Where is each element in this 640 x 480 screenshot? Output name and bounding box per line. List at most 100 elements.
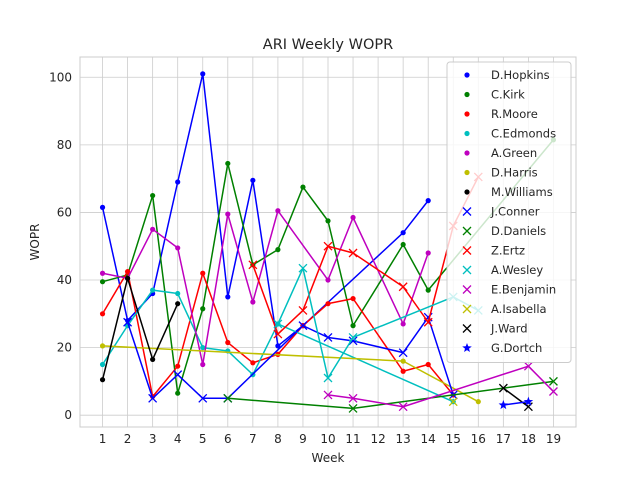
legend-marker-e-benjamin [462, 285, 472, 294]
legend-label: A.Isabella [491, 302, 547, 316]
series-line-r-moore [101, 270, 454, 398]
data-point-j-conner [148, 393, 158, 403]
x-tick-label: 7 [249, 432, 257, 446]
data-point-z-ertz [248, 260, 258, 270]
data-point-e-benjamin [398, 402, 408, 412]
data-point-d-hopkins [200, 71, 206, 77]
legend-entry: A.Green [464, 146, 537, 160]
legend-marker-m-williams [464, 189, 470, 195]
legend-label: D.Harris [491, 166, 538, 180]
data-point-j-ward [498, 383, 508, 393]
legend-entry: A.Wesley [462, 263, 543, 277]
legend-marker-j-ward [462, 324, 472, 333]
legend-entry: J.Ward [462, 322, 528, 336]
data-point-r-moore [325, 301, 331, 307]
x-tick-label: 4 [174, 432, 182, 446]
series-a-isabella [448, 397, 458, 407]
data-point-d-hopkins [250, 177, 256, 183]
x-tick-label: 19 [546, 432, 561, 446]
plot-frame [79, 56, 577, 428]
legend-label: M.Williams [491, 185, 553, 199]
data-point-r-moore [425, 361, 431, 368]
legend-entry: C.Edmonds [464, 127, 556, 141]
legend-label: J.Ward [490, 322, 528, 336]
tick-labels: 1 2 3 4 5 6 7 8 9 10 11 12 13 14 15 16 17 18 1902040608010… [49, 70, 561, 446]
x-tick-label: 11 [345, 432, 360, 446]
x-tick-label: 17 [496, 432, 511, 446]
series-m-williams [99, 275, 181, 383]
data-point-r-moore [124, 268, 131, 275]
data-point-j-conner [198, 393, 208, 403]
data-point-r-moore [350, 295, 356, 302]
data-point-a-green [150, 226, 156, 232]
legend-label: D.Daniels [491, 224, 546, 238]
x-tick-label: 16 [471, 432, 486, 446]
legend-entry: R.Moore [464, 107, 538, 121]
data-point-d-hopkins [400, 230, 406, 236]
legend-entry: A.Isabella [462, 302, 547, 316]
data-point-c-kirk [425, 287, 431, 293]
data-point-j-conner [298, 321, 308, 331]
data-point-d-hopkins [225, 294, 231, 300]
data-point-a-green [350, 214, 356, 221]
data-point-j-conner [323, 332, 333, 342]
legend-label: C.Edmonds [491, 127, 556, 141]
x-tick-label: 18 [521, 432, 536, 446]
series-line-j-ward [502, 387, 529, 408]
y-tick-label: 0 [64, 408, 72, 422]
legend-entry: M.Williams [464, 185, 553, 199]
x-tick-label: 10 [320, 432, 335, 446]
data-point-r-moore [200, 270, 206, 276]
legend-marker-z-ertz [462, 246, 472, 255]
data-point-z-ertz [298, 305, 308, 315]
x-tick-label: 3 [149, 432, 157, 446]
data-point-r-moore [175, 363, 181, 369]
data-point-d-hopkins [175, 179, 181, 185]
legend-label: D.Hopkins [491, 68, 550, 82]
series-d-daniels [223, 376, 558, 413]
data-point-c-kirk [99, 279, 106, 285]
data-point-m-williams [99, 377, 106, 383]
legend-marker-a-isabella [462, 304, 472, 314]
data-point-c-kirk [300, 184, 306, 190]
data-point-r-moore [99, 311, 106, 317]
data-point-r-moore [225, 339, 231, 346]
data-point-z-ertz [423, 317, 433, 327]
data-point-e-benjamin [548, 387, 558, 396]
data-point-z-ertz [398, 282, 408, 292]
legend-marker-a-wesley [462, 265, 472, 275]
data-point-a-wesley [273, 319, 283, 329]
y-tick-label: 20 [57, 341, 72, 355]
legend-label: A.Green [491, 146, 537, 160]
data-point-d-hopkins [275, 343, 281, 349]
data-point-j-ward [523, 402, 533, 412]
chart-title: ARI Weekly WOPR [263, 37, 393, 53]
y-tick-label: 80 [57, 138, 72, 152]
x-axis-label: Week [312, 451, 345, 465]
x-tick-label: 15 [446, 432, 461, 446]
data-point-a-isabella [448, 397, 458, 407]
legend-label: J.Conner [490, 205, 540, 219]
x-tick-label: 6 [224, 432, 232, 446]
legend-entry: D.Harris [464, 166, 538, 180]
data-point-c-kirk [350, 323, 356, 329]
legend-marker-g-dortch [462, 343, 472, 353]
series-line-m-williams [101, 277, 179, 380]
series-line-a-green [102, 209, 429, 366]
y-axis-label: WOPR [28, 224, 42, 261]
y-tick-label: 40 [57, 273, 72, 287]
data-point-c-edmonds [175, 290, 181, 297]
data-point-z-ertz [348, 248, 358, 258]
data-point-g-dortch [523, 396, 534, 406]
legend: D.Hopkins C.Kirk R.Moore C.Edmonds A.Green D.… [446, 61, 572, 363]
data-point-a-green [325, 277, 331, 283]
x-tick-label: 1 [99, 432, 107, 446]
legend-marker-r-moore [464, 111, 470, 117]
legend-entry: C.Kirk [464, 88, 525, 102]
data-point-c-kirk [150, 192, 156, 199]
legend-marker-a-green [464, 150, 470, 156]
data-point-a-wesley [298, 263, 308, 273]
data-point-e-benjamin [523, 361, 533, 371]
legend-marker-j-conner [462, 207, 472, 216]
x-tick-label: 14 [421, 432, 436, 446]
